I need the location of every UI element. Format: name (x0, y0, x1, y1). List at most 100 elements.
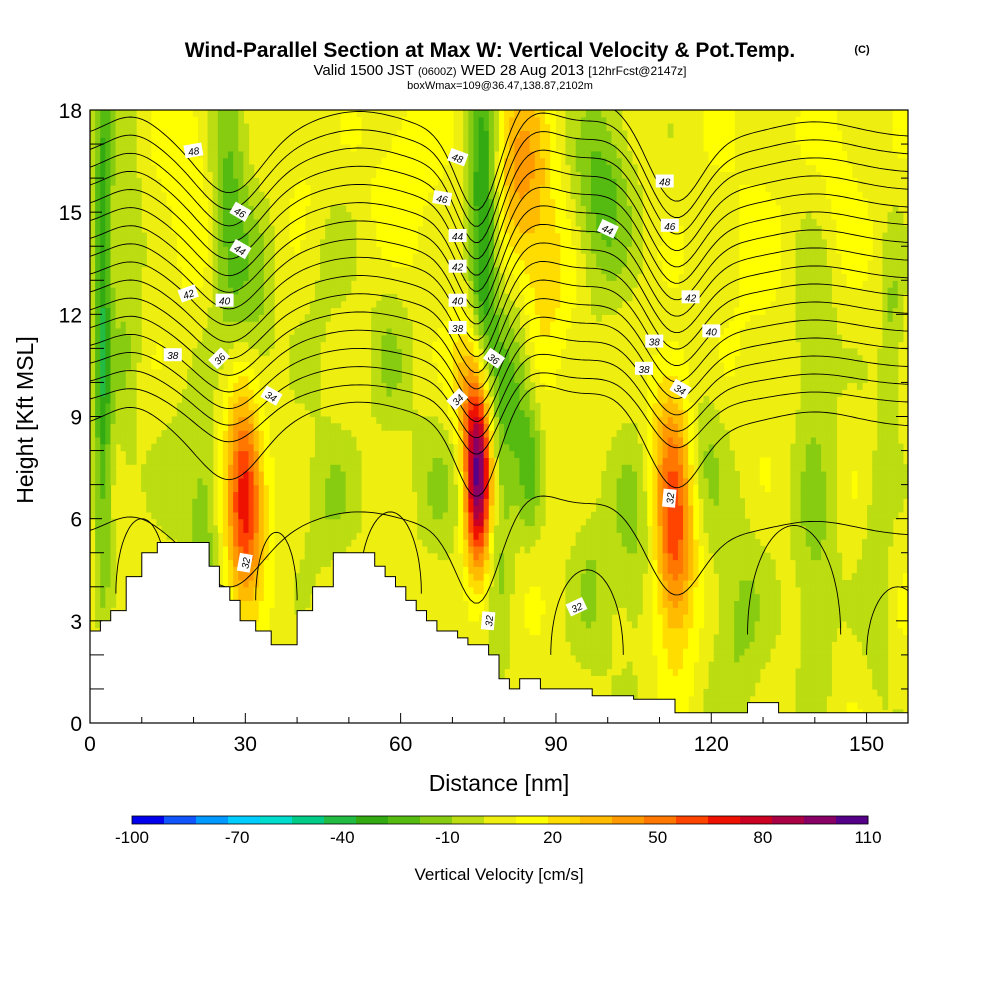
velocity-cell (851, 573, 858, 581)
velocity-cell (662, 430, 669, 438)
velocity-cell (800, 620, 807, 629)
velocity-cell (314, 355, 321, 363)
velocity-cell (182, 423, 188, 431)
velocity-cell (171, 423, 178, 431)
velocity-cell (877, 593, 884, 601)
velocity-cell (105, 573, 112, 581)
velocity-cell (248, 566, 255, 574)
velocity-cell (228, 423, 234, 431)
velocity-cell (831, 532, 838, 540)
velocity-cell (616, 579, 623, 588)
velocity-cell (790, 518, 797, 527)
velocity-cell (652, 545, 659, 554)
velocity-cell (821, 702, 827, 710)
velocity-cell (821, 389, 827, 397)
velocity-cell (304, 573, 311, 581)
velocity-cell (713, 566, 720, 574)
velocity-cell (238, 518, 244, 527)
velocity-cell (427, 423, 434, 431)
velocity-cell (611, 607, 618, 615)
velocity-cell (621, 539, 628, 547)
velocity-cell (749, 620, 756, 629)
velocity-cell (248, 464, 255, 472)
velocity-cell (233, 314, 239, 322)
velocity-cell (340, 436, 347, 445)
velocity-cell (493, 314, 500, 322)
velocity-cell (120, 348, 127, 356)
velocity-cell (222, 518, 229, 527)
velocity-cell (723, 491, 730, 499)
velocity-cell (821, 654, 827, 663)
velocity-cell (601, 525, 607, 533)
velocity-cell (488, 443, 495, 452)
velocity-cell (657, 552, 664, 561)
velocity-cell (683, 430, 689, 438)
velocity-cell (514, 545, 521, 554)
velocity-cell (325, 470, 331, 479)
velocity-cell (795, 321, 802, 329)
velocity-cell (488, 586, 495, 595)
velocity-cell (688, 566, 694, 574)
velocity-cell (821, 362, 827, 370)
velocity-cell (677, 702, 684, 710)
velocity-cell (355, 498, 362, 506)
velocity-cell (882, 600, 889, 608)
velocity-cell (821, 375, 827, 384)
velocity-cell (493, 450, 500, 458)
velocity-cell (187, 457, 193, 465)
velocity-cell (238, 409, 244, 418)
velocity-cell (591, 552, 597, 561)
velocity-cell (406, 341, 413, 349)
velocity-cell (545, 375, 551, 384)
velocity-cell (422, 498, 429, 506)
velocity-cell (596, 505, 602, 513)
velocity-cell (749, 600, 756, 608)
velocity-cell (872, 539, 878, 547)
chart-title: Wind-Parallel Section at Max W: Vertical… (185, 39, 796, 62)
velocity-cell (708, 443, 715, 452)
velocity-cell (872, 648, 878, 656)
velocity-cell (867, 552, 873, 561)
velocity-cell (821, 532, 827, 540)
velocity-cell (739, 641, 745, 649)
velocity-cell (708, 525, 715, 533)
velocity-cell (729, 702, 735, 710)
velocity-cell (345, 430, 352, 438)
velocity-cell (672, 641, 679, 649)
velocity-cell (805, 559, 812, 567)
velocity-cell (867, 511, 873, 520)
velocity-cell (529, 600, 536, 608)
velocity-cell (263, 484, 270, 493)
velocity-cell (463, 423, 469, 431)
velocity-cell (493, 307, 500, 315)
velocity-cell (314, 484, 321, 493)
velocity-cell (729, 648, 735, 656)
velocity-cell (596, 634, 602, 642)
velocity-cell (95, 477, 101, 486)
velocity-cell (299, 389, 306, 397)
velocity-cell (718, 423, 725, 431)
velocity-cell (662, 423, 669, 431)
velocity-cell (238, 321, 244, 329)
velocity-cell (611, 511, 618, 520)
velocity-cell (473, 423, 480, 431)
velocity-cell (734, 307, 740, 315)
velocity-cell (243, 457, 250, 465)
velocity-cell (856, 368, 863, 377)
velocity-cell (800, 607, 807, 615)
velocity-cell (877, 348, 884, 356)
velocity-cell (529, 396, 536, 404)
velocity-cell (662, 532, 669, 540)
velocity-cell (795, 702, 802, 710)
velocity-cell (248, 525, 255, 533)
velocity-cell (734, 321, 740, 329)
velocity-cell (723, 641, 730, 649)
velocity-cell (514, 450, 521, 458)
velocity-cell (233, 525, 239, 533)
velocity-cell (754, 668, 761, 676)
velocity-cell (263, 607, 270, 615)
velocity-cell (422, 443, 429, 452)
velocity-cell (253, 539, 260, 547)
velocity-cell (258, 607, 265, 615)
velocity-cell (228, 450, 234, 458)
